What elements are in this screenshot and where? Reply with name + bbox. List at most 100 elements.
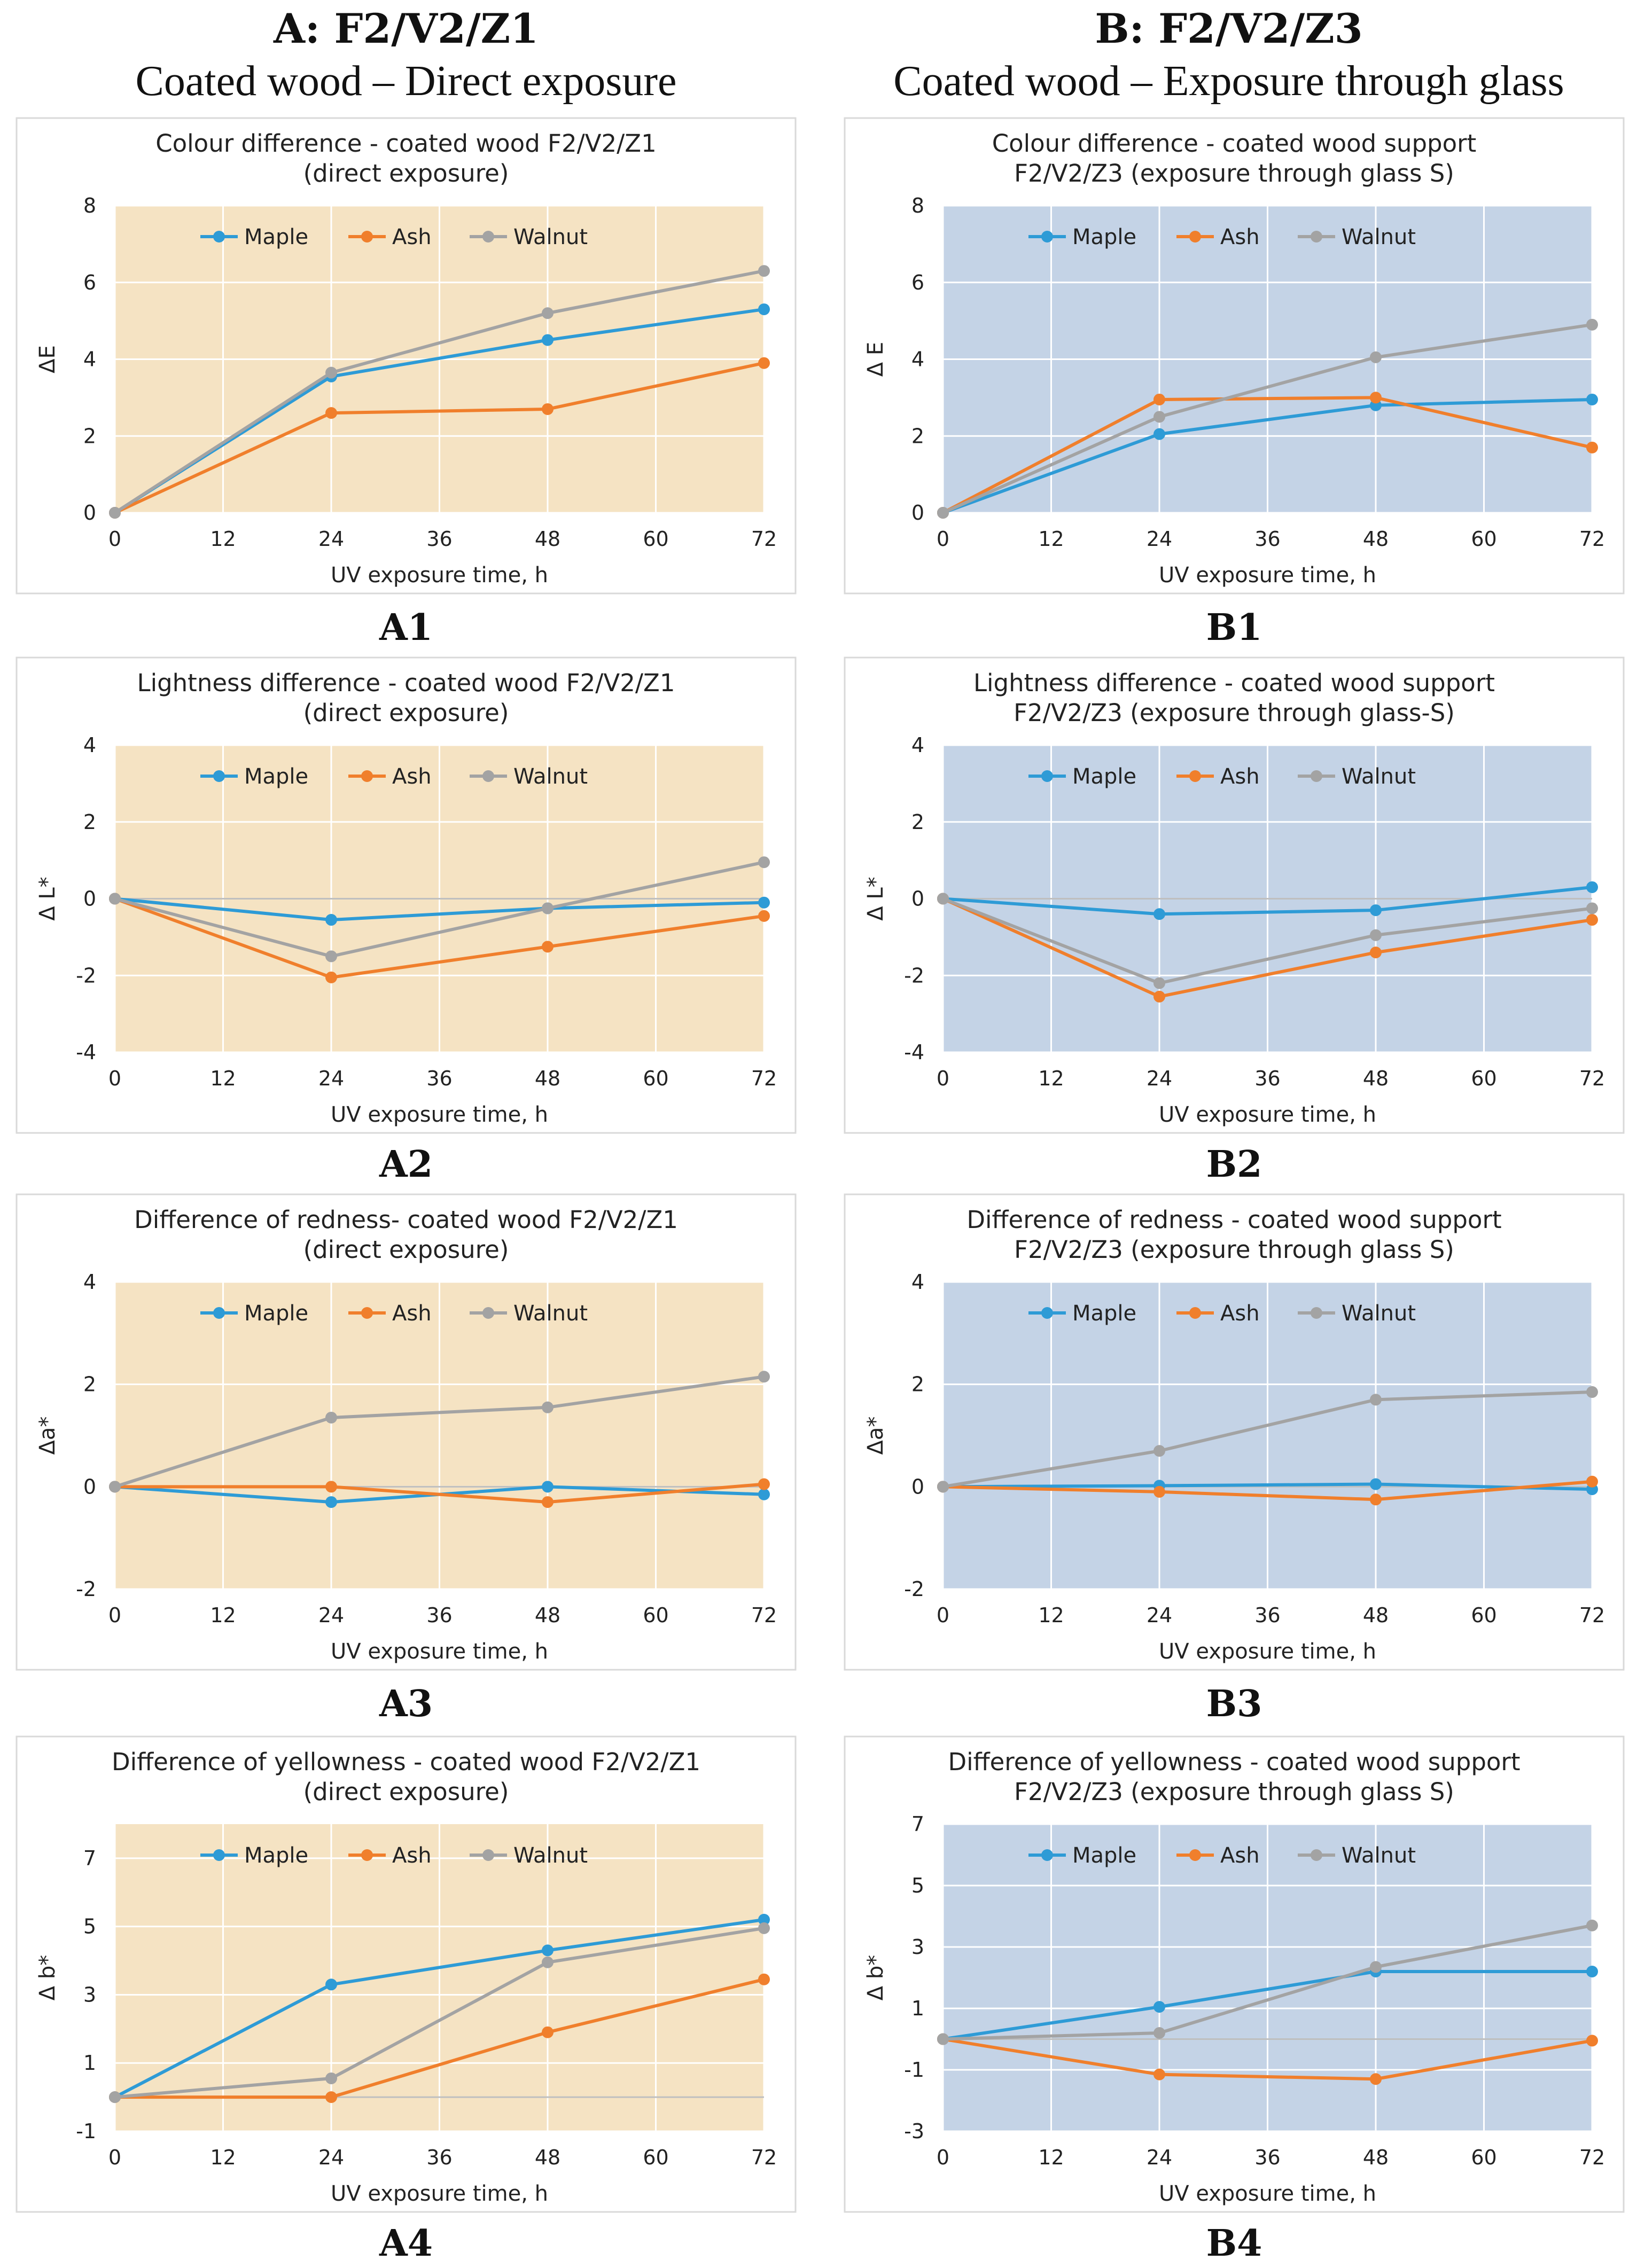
chart-b4-x-tick-label: 72 [1579,2146,1605,2169]
chart-a2-x-axis-label: UV exposure time, h [331,1102,548,1127]
chart-b3-legend-marker-maple [1041,1307,1053,1319]
chart-b1-legend-marker-ash [1189,231,1201,243]
chart-a2-series-line-walnut [114,861,765,958]
chart-b1-x-tick-label: 24 [1147,527,1172,551]
chart-b1-y-tick-label: 2 [911,424,924,448]
chart-a4-title-line: Difference of yellowness - coated wood F… [112,1748,700,1776]
chart-a3-y-tick-label: 2 [83,1373,96,1396]
chart-a2-title-line: (direct exposure) [303,699,509,727]
chart-b1-x-tick-label: 60 [1471,527,1496,551]
chart-a3-legend-marker-maple [213,1307,225,1319]
chart-b2-x-tick-label: 48 [1363,1067,1389,1090]
chart-a1-series-line-ash [114,361,765,514]
chart-b1-point-maple [1586,393,1598,405]
chart-b4-legend-label-ash: Ash [1220,1843,1260,1868]
chart-b4-x-tick-label: 12 [1038,2146,1064,2169]
chart-b2-title-line: Lightness difference - coated wood suppo… [973,669,1495,697]
chart-a3-x-tick-label: 72 [751,1604,777,1627]
chart-a1-y-tick-label: 6 [83,271,96,294]
chart-b3-x-tick-label: 36 [1254,1604,1280,1627]
chart-a4-series-line-maple [114,1918,765,2099]
panel-label-b3: B3 [1206,1683,1262,1725]
chart-b1-y-tick-label: 4 [911,348,924,371]
chart-a1-series-line-walnut [114,269,765,514]
chart-a4-point-ash [325,2091,337,2103]
chart-b2-x-tick-label: 72 [1579,1067,1605,1090]
chart-a1-x-tick-label: 0 [108,527,121,551]
chart-a1-y-tick-label: 2 [83,424,96,448]
chart-a3-point-walnut [542,1401,554,1413]
chart-a4-x-tick-label: 60 [643,2146,668,2169]
chart-a1-legend-marker-walnut [482,231,494,243]
chart-a4-point-walnut [325,2072,337,2084]
chart-b2-y-tick-label: 4 [911,733,924,757]
chart-a3-series-line-ash [115,1482,765,1504]
chart-b3-x-tick-label: 24 [1147,1604,1172,1627]
chart-b1-series-line-maple [942,397,1593,514]
chart-b2-series-line-ash [942,897,1593,998]
chart-b1-point-walnut [1370,351,1382,363]
chart-b4-x-tick-label: 60 [1471,2146,1496,2169]
chart-b4-point-walnut [937,2033,949,2045]
chart-b4-y-tick-label: 1 [911,1997,924,2020]
chart-b4-point-walnut [1153,2027,1165,2039]
chart-b4-x-axis-label: UV exposure time, h [1159,2181,1376,2206]
chart-a2-x-tick-label: 0 [108,1067,121,1090]
chart-a2-x-tick-label: 60 [643,1067,668,1090]
chart-a2-point-walnut [325,950,337,963]
chart-b4-series-line-ash [942,2037,1593,2081]
chart-a1-point-walnut [758,265,770,277]
chart-a1-point-ash [542,403,554,415]
chart-b3-legend-marker-walnut [1311,1307,1322,1319]
chart-b2-legend-label-walnut: Walnut [1342,764,1416,789]
column-b-header: B: F2/V2/Z3 Coated wood – Exposure throu… [828,3,1630,108]
chart-b4-legend-marker-maple [1041,1849,1053,1861]
chart-b4-point-walnut [1370,1961,1382,1973]
chart-a3-point-walnut [325,1411,337,1424]
chart-b2-x-axis-label: UV exposure time, h [1159,1102,1376,1127]
chart-a1-legend-label-ash: Ash [392,225,432,249]
chart-b1-x-tick-label: 12 [1038,527,1064,551]
chart-b2-legend-marker-maple [1041,770,1053,782]
chart-b3-legend-label-ash: Ash [1220,1301,1260,1326]
chart-b1-series-line-ash [942,396,1593,514]
chart-a3-x-tick-label: 0 [108,1604,121,1627]
chart-a2-y-tick-label: -2 [76,964,96,987]
chart-a1-legend-label-walnut: Walnut [513,225,588,249]
chart-b1-series-line-walnut [942,323,1593,514]
chart-b4-point-ash [1586,2035,1598,2047]
panel-label-a3: A3 [379,1683,433,1725]
chart-b4-point-maple [1586,1966,1598,1977]
chart-b3-point-walnut [1586,1386,1598,1398]
chart-a1-x-tick-label: 72 [751,527,777,551]
column-a-header: A: F2/V2/Z1 Coated wood – Direct exposur… [5,3,807,108]
chart-b2-point-maple [1153,908,1165,920]
chart-a2-x-tick-label: 12 [210,1067,236,1090]
chart-a3-x-tick-label: 24 [318,1604,344,1627]
chart-b4-point-ash [1153,2068,1165,2081]
chart-a1-legend-marker-ash [361,231,373,243]
chart-b1-legend-marker-walnut [1311,231,1322,243]
chart-a3-point-ash [325,1481,337,1493]
chart-a3-point-maple [758,1488,770,1500]
chart-a1-x-axis-label: UV exposure time, h [331,563,548,588]
chart-a2-y-tick-label: 2 [83,810,96,834]
chart-b1-point-maple [1153,428,1165,440]
chart-b3-point-walnut [1370,1394,1382,1406]
chart-a2-point-ash [542,941,554,953]
chart-b4-legend-label-maple: Maple [1072,1843,1136,1868]
chart-a3-legend-label-ash: Ash [392,1301,432,1326]
chart-b3-y-axis-label: Δa* [863,1417,888,1455]
chart-b3-point-walnut [937,1481,949,1493]
chart-b1-point-walnut [937,507,949,519]
chart-a2-legend-label-walnut: Walnut [513,764,588,789]
chart-a1-y-axis-label: ΔE [35,345,60,373]
chart-a1-point-walnut [542,307,554,319]
chart-b1-point-ash [1586,441,1598,453]
chart-a4: Difference of yellowness - coated wood F… [15,1735,797,2213]
chart-a3-x-axis-label: UV exposure time, h [331,1639,548,1664]
chart-b2-point-walnut [1586,902,1598,914]
panel-label-b2: B2 [1206,1143,1262,1186]
chart-a2-legend-label-ash: Ash [392,764,432,789]
chart-b1: Colour difference - coated wood supportF… [844,117,1625,595]
